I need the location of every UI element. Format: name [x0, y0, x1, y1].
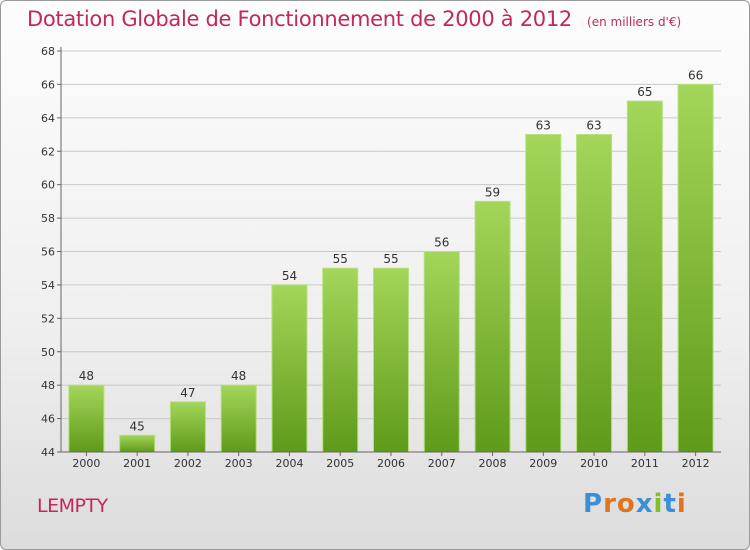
y-tick-label: 50	[41, 346, 55, 359]
chart-title: Dotation Globale de Fonctionnement de 20…	[27, 7, 572, 31]
data-label: 54	[282, 269, 297, 283]
y-tick-label: 64	[41, 112, 55, 125]
chart-unit: (en milliers d'€)	[587, 15, 682, 29]
data-label: 59	[485, 185, 500, 199]
y-tick-label: 68	[41, 45, 55, 58]
data-label: 55	[383, 252, 398, 266]
bar	[423, 251, 460, 453]
x-tick-label: 2010	[580, 457, 608, 470]
data-label: 65	[637, 85, 652, 99]
data-label: 63	[586, 119, 601, 133]
logo-letter: t	[663, 489, 677, 519]
bar	[525, 134, 562, 453]
data-label: 56	[434, 236, 449, 250]
bar	[68, 384, 105, 453]
x-tick-label: 2004	[275, 457, 303, 470]
data-label: 47	[180, 386, 195, 400]
y-tick-label: 54	[41, 279, 55, 292]
x-tick-label: 2001	[123, 457, 151, 470]
logo-letter: i	[676, 489, 687, 519]
data-label: 66	[688, 68, 703, 82]
y-tick-label: 44	[41, 446, 55, 459]
logo-letter: i	[653, 489, 664, 519]
proxiti-logo: Proxiti	[583, 489, 687, 519]
data-label: 63	[536, 119, 551, 133]
data-label: 45	[130, 419, 145, 433]
bar	[626, 100, 663, 453]
x-tick-label: 2008	[479, 457, 507, 470]
commune-name: LEMPTY	[37, 495, 108, 517]
x-tick-label: 2002	[174, 457, 202, 470]
y-tick-label: 52	[41, 312, 55, 325]
bars-group	[68, 83, 714, 453]
labels-group: 44 46 48 50 52 54 56 58 60 62 64 66 68 48 2000 45 2001 47…	[41, 45, 710, 470]
y-tick-label: 58	[41, 212, 55, 225]
data-label: 48	[79, 369, 94, 383]
x-tick-label: 2011	[631, 457, 659, 470]
bar	[271, 284, 308, 453]
y-tick-label: 66	[41, 78, 55, 91]
bar	[373, 267, 409, 453]
bar	[677, 83, 714, 453]
y-tick-label: 62	[41, 145, 55, 158]
data-label: 55	[333, 252, 348, 266]
axes	[57, 47, 721, 456]
title-row: Dotation Globale de Fonctionnement de 20…	[27, 7, 681, 31]
bar	[576, 134, 613, 453]
bar	[220, 384, 257, 453]
logo-letter: r	[603, 489, 617, 519]
logo-letter: x	[635, 489, 654, 519]
y-tick-label: 56	[41, 246, 55, 259]
x-tick-label: 2012	[682, 457, 710, 470]
x-tick-label: 2003	[225, 457, 253, 470]
bar	[169, 401, 206, 453]
logo-letter: P	[583, 489, 604, 519]
bar	[322, 267, 359, 453]
x-tick-label: 2005	[326, 457, 354, 470]
bar	[474, 200, 511, 453]
data-label: 48	[231, 369, 246, 383]
logo-letter: o	[616, 489, 636, 519]
y-tick-label: 60	[41, 179, 55, 192]
y-tick-label: 46	[41, 413, 55, 426]
x-tick-label: 2009	[529, 457, 557, 470]
x-tick-label: 2000	[72, 457, 100, 470]
bar	[119, 434, 156, 453]
x-tick-label: 2007	[428, 457, 456, 470]
y-tick-label: 48	[41, 379, 55, 392]
x-tick-label: 2006	[377, 457, 405, 470]
